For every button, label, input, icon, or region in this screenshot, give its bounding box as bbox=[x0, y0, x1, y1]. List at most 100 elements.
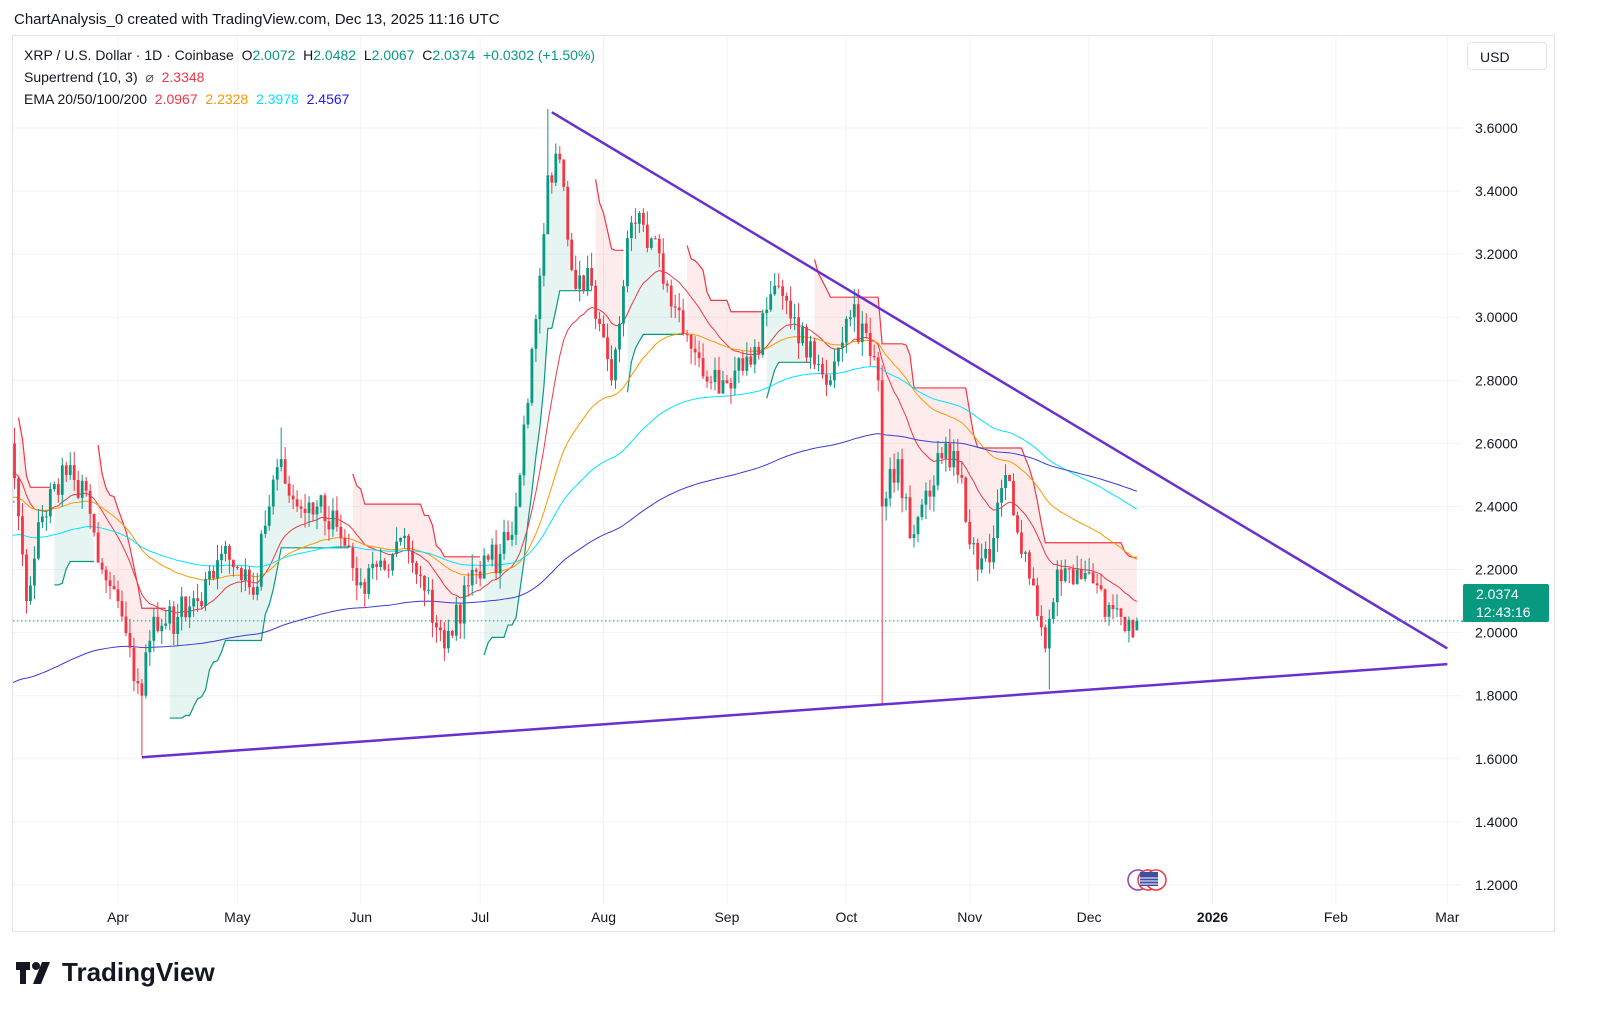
y-tick-label: 3.4000 bbox=[1475, 183, 1518, 199]
candle-up bbox=[1063, 559, 1067, 583]
candle-body bbox=[1099, 585, 1103, 590]
descending-resistance-trendline bbox=[551, 111, 1448, 650]
candle-body bbox=[1107, 605, 1111, 617]
candle-body bbox=[968, 521, 972, 545]
candle-body bbox=[904, 497, 908, 499]
candle-up bbox=[319, 494, 323, 514]
candle-body bbox=[805, 327, 808, 358]
candle-up bbox=[510, 521, 514, 547]
candle-body bbox=[1028, 552, 1031, 579]
candle-body bbox=[263, 525, 267, 534]
candle-body bbox=[96, 532, 100, 563]
candle-down bbox=[789, 286, 793, 329]
candle-body bbox=[677, 307, 681, 311]
candle-down bbox=[72, 451, 76, 492]
x-tick-label: Oct bbox=[835, 909, 857, 925]
candle-body bbox=[956, 451, 960, 475]
candle-up bbox=[395, 527, 398, 557]
candle-body bbox=[996, 502, 999, 539]
candle-down bbox=[725, 374, 729, 385]
candle-up bbox=[614, 347, 617, 389]
supertrend-down-line bbox=[17, 417, 51, 488]
candle-body bbox=[566, 186, 570, 240]
candle-body bbox=[239, 568, 243, 581]
candle-body bbox=[1087, 572, 1091, 574]
supertrend-up-line bbox=[483, 290, 592, 656]
candle-down bbox=[1059, 560, 1063, 596]
candle-body bbox=[192, 598, 196, 607]
candle-up bbox=[1115, 594, 1119, 618]
candle-down bbox=[363, 578, 367, 609]
candle-body bbox=[40, 516, 44, 523]
candle-body bbox=[291, 495, 295, 500]
candle-down bbox=[411, 540, 414, 573]
hidden-eye-icon[interactable]: ⌀ bbox=[145, 69, 154, 85]
candle-up bbox=[932, 475, 936, 512]
candle-down bbox=[590, 252, 594, 291]
ema50-value: 2.2328 bbox=[205, 91, 249, 107]
candle-up bbox=[427, 577, 430, 595]
candle-body bbox=[1079, 569, 1083, 579]
candle-body bbox=[21, 516, 24, 555]
candle-body bbox=[423, 575, 426, 591]
symbol-legend[interactable]: XRP / U.S. Dollar · 1D · Coinbase O2.007… bbox=[24, 46, 595, 64]
candle-up bbox=[33, 546, 36, 600]
chart-credit: ChartAnalysis_0 created with TradingView… bbox=[14, 11, 500, 28]
candle-body bbox=[255, 586, 259, 595]
candle-up bbox=[52, 481, 56, 492]
candle-body bbox=[486, 555, 490, 560]
open-label: O bbox=[241, 47, 253, 63]
ema-legend[interactable]: EMA 20/50/100/200 2.0967 2.2328 2.3978 2… bbox=[24, 90, 349, 108]
candle-up bbox=[1024, 550, 1027, 563]
candle-down bbox=[108, 571, 112, 600]
candle-up bbox=[68, 452, 72, 480]
candle-down bbox=[1099, 573, 1103, 592]
candle-body bbox=[856, 304, 860, 343]
ema-label: EMA 20/50/100/200 bbox=[24, 91, 147, 107]
candle-body bbox=[896, 459, 900, 483]
candle-body bbox=[673, 306, 677, 308]
candle-body bbox=[148, 640, 152, 653]
candle-body bbox=[259, 533, 263, 587]
candle-up bbox=[204, 572, 207, 612]
candle-body bbox=[884, 498, 888, 507]
candle-body bbox=[1135, 620, 1139, 631]
candle-body bbox=[295, 499, 299, 507]
candle-body bbox=[817, 364, 820, 366]
candle-body bbox=[184, 596, 188, 618]
candle-body bbox=[474, 569, 478, 572]
candle-body bbox=[992, 538, 995, 563]
candle-body bbox=[801, 327, 804, 344]
tradingview-logo[interactable]: TradingView bbox=[16, 957, 215, 988]
candle-body bbox=[407, 535, 410, 551]
candle-body bbox=[860, 323, 864, 343]
supertrend-down-fill bbox=[814, 259, 1137, 638]
currency-button[interactable]: USD bbox=[1467, 42, 1547, 70]
candle-down bbox=[474, 567, 478, 585]
candle-body bbox=[311, 502, 315, 515]
candle-down bbox=[303, 494, 307, 528]
candle-body bbox=[518, 475, 522, 507]
candle-body bbox=[1032, 578, 1035, 586]
candle-down bbox=[458, 603, 462, 640]
candle-body bbox=[1020, 532, 1023, 554]
candle-body bbox=[1008, 474, 1011, 482]
candle-body bbox=[649, 238, 653, 248]
candle-body bbox=[1095, 583, 1099, 586]
candle-body bbox=[948, 443, 952, 468]
supertrend-up-line bbox=[766, 361, 811, 399]
candle-body bbox=[144, 652, 148, 696]
candle-up bbox=[224, 540, 227, 562]
candle-up bbox=[1107, 602, 1111, 626]
supertrend-legend[interactable]: Supertrend (10, 3) ⌀ 2.3348 bbox=[24, 68, 204, 86]
y-tick-label: 2.4000 bbox=[1475, 498, 1518, 514]
candle-up bbox=[216, 544, 219, 590]
candle-body bbox=[287, 483, 291, 496]
candle-body bbox=[431, 589, 434, 623]
candle-body bbox=[1083, 572, 1087, 579]
candle-down bbox=[582, 274, 586, 294]
candle-up bbox=[1055, 560, 1059, 617]
candle-body bbox=[554, 153, 558, 183]
candle-body bbox=[387, 569, 391, 571]
